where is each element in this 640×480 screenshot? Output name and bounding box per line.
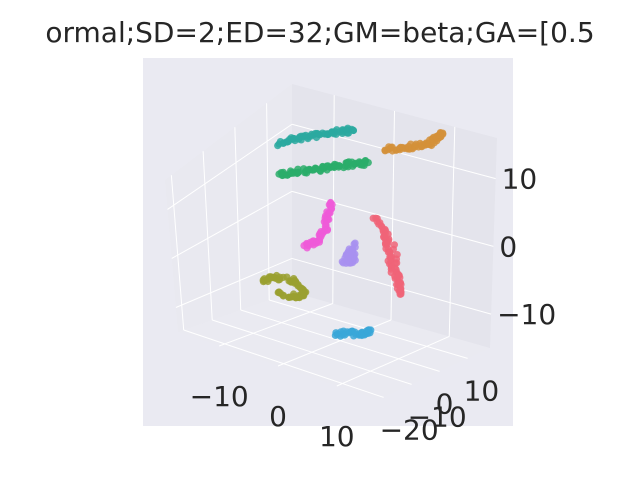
x-tick-label: −10	[190, 380, 249, 413]
grid-line-z-side	[175, 257, 293, 308]
grid-line-x-floor	[336, 336, 450, 387]
grid-line-y-side	[202, 151, 213, 321]
x-tick-label: 0	[269, 400, 287, 433]
data-point	[285, 293, 293, 301]
series-0	[274, 124, 357, 150]
data-point	[349, 126, 357, 134]
data-point	[274, 288, 282, 297]
series-5	[300, 198, 336, 252]
grid-line-z-side	[167, 123, 293, 210]
grid-line-y-side	[170, 175, 185, 331]
series-1	[275, 157, 372, 180]
series-2	[381, 129, 447, 155]
data-point	[289, 134, 298, 143]
data-point	[346, 251, 354, 259]
data-points	[259, 124, 447, 340]
data-point	[390, 241, 398, 249]
series-6	[259, 271, 310, 302]
y-tick-label: 10	[464, 374, 500, 407]
data-point	[351, 239, 359, 247]
data-point	[393, 251, 401, 259]
grid-line-y-floor	[212, 319, 412, 385]
data-point	[367, 326, 375, 334]
y-tick-label: −10	[408, 400, 467, 433]
grid-line-z-side	[171, 190, 293, 259]
grid-line-x-back	[448, 126, 456, 337]
back-pane	[292, 84, 497, 348]
series-4	[338, 239, 359, 267]
data-point	[395, 271, 403, 279]
data-point	[295, 168, 303, 176]
floor-pane	[178, 292, 490, 400]
y-tick-label: 0	[436, 387, 454, 420]
grid-line-y-side	[266, 103, 270, 301]
data-point	[364, 159, 372, 167]
series-3	[369, 214, 405, 298]
grid-line-y-side	[234, 127, 242, 311]
z-tick-label: −10	[497, 298, 556, 331]
grid-line-z-back	[291, 190, 494, 247]
data-point	[439, 129, 447, 137]
grid-line-z-back	[291, 257, 492, 315]
series-7	[331, 326, 375, 340]
chart-title: ormal;SD=2;ED=32;GM=beta;GA=[0.5	[45, 16, 595, 49]
data-point	[300, 242, 308, 250]
z-tick-label: 10	[502, 163, 538, 196]
grid-line-y-floor	[183, 329, 384, 398]
x-tick-label: 10	[319, 420, 355, 453]
z-tick-label: 0	[499, 230, 517, 263]
grid-line-x-floor	[219, 303, 333, 347]
axis-panes	[165, 84, 497, 400]
grid-line-y-floor	[240, 309, 440, 372]
y-tick-label: −20	[380, 413, 439, 446]
